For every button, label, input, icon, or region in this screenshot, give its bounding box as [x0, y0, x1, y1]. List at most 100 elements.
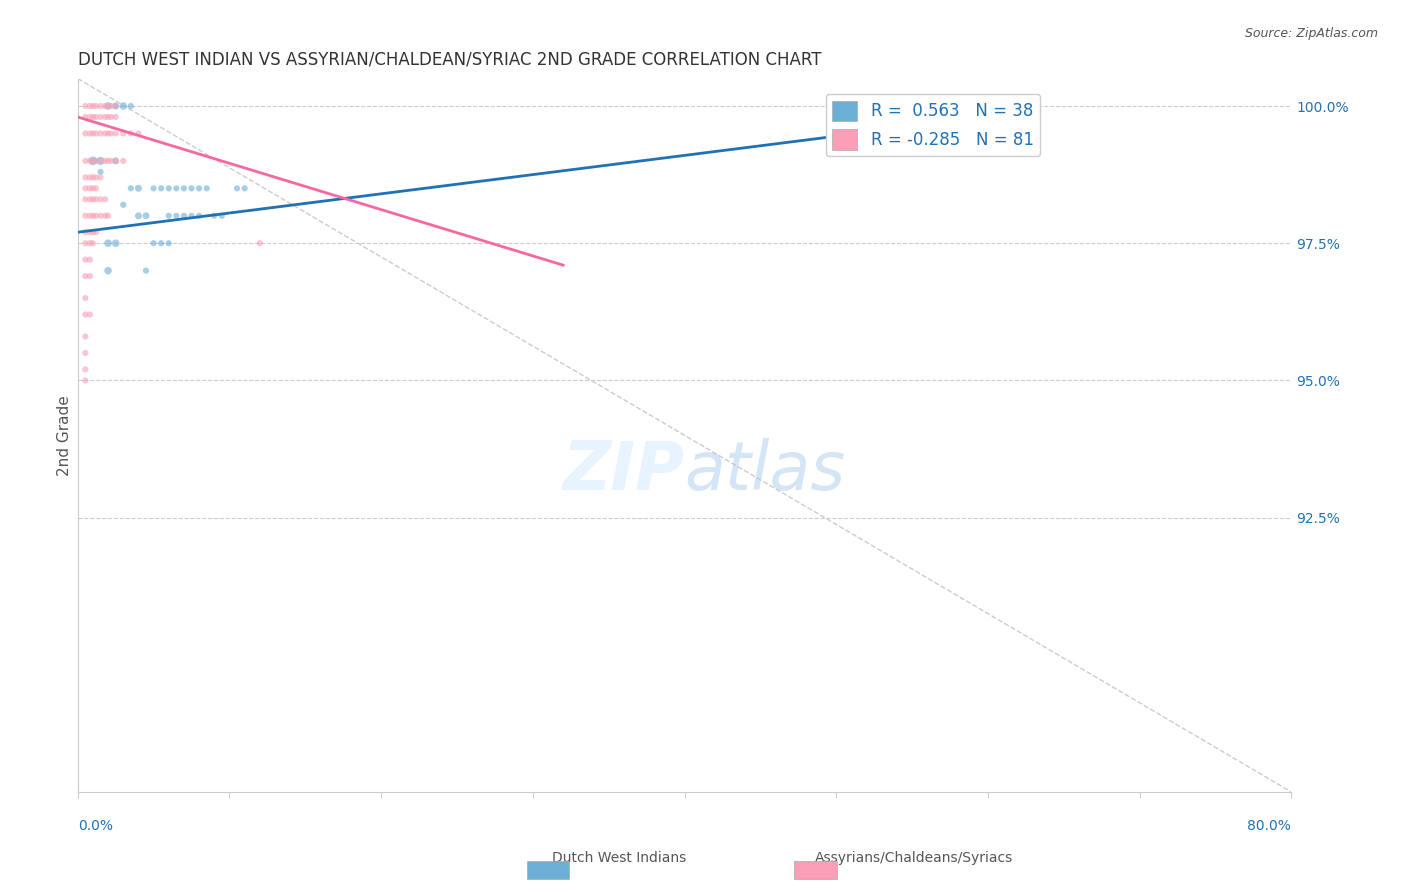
Point: [97, 153, 120, 168]
Point: [188, 181, 211, 195]
Point: [89, 165, 111, 179]
Point: [89, 153, 111, 168]
Point: [75, 181, 97, 195]
Point: [84, 209, 107, 223]
Point: [127, 181, 149, 195]
Point: [104, 153, 127, 168]
Point: [79, 209, 101, 223]
Point: [94, 127, 117, 141]
Point: [75, 209, 97, 223]
Text: ZIP: ZIP: [562, 438, 685, 504]
Point: [82, 225, 104, 239]
Point: [84, 181, 107, 195]
Point: [104, 127, 127, 141]
Point: [84, 153, 107, 168]
Point: [112, 198, 135, 212]
Text: 80.0%: 80.0%: [1247, 820, 1291, 833]
Point: [120, 181, 142, 195]
Point: [97, 127, 120, 141]
Point: [104, 99, 127, 113]
Point: [150, 181, 173, 195]
Point: [180, 209, 202, 223]
Point: [79, 153, 101, 168]
Point: [94, 209, 117, 223]
Point: [75, 127, 97, 141]
Point: [82, 99, 104, 113]
Point: [79, 170, 101, 185]
Point: [100, 110, 122, 124]
Point: [97, 236, 120, 251]
Point: [249, 236, 271, 251]
Point: [75, 225, 97, 239]
Point: [112, 127, 135, 141]
Point: [79, 127, 101, 141]
Point: [75, 329, 97, 343]
Point: [135, 263, 157, 277]
Point: [112, 153, 135, 168]
Point: [79, 269, 101, 284]
Point: [79, 236, 101, 251]
Point: [84, 170, 107, 185]
Point: [97, 99, 120, 113]
Point: [173, 181, 195, 195]
Point: [94, 110, 117, 124]
Point: [82, 127, 104, 141]
Point: [127, 209, 149, 223]
Point: [233, 181, 256, 195]
Point: [97, 263, 120, 277]
Point: [94, 192, 117, 206]
Point: [84, 99, 107, 113]
Text: atlas: atlas: [685, 438, 845, 504]
Text: Dutch West Indians: Dutch West Indians: [551, 851, 686, 865]
Point: [82, 170, 104, 185]
Point: [226, 181, 249, 195]
Point: [82, 236, 104, 251]
Text: Source: ZipAtlas.com: Source: ZipAtlas.com: [1244, 27, 1378, 40]
Point: [79, 192, 101, 206]
Point: [180, 181, 202, 195]
Point: [100, 153, 122, 168]
Point: [89, 192, 111, 206]
Point: [82, 153, 104, 168]
Point: [157, 209, 180, 223]
Point: [75, 110, 97, 124]
Point: [75, 252, 97, 267]
Point: [82, 192, 104, 206]
Point: [89, 170, 111, 185]
Point: [75, 170, 97, 185]
Point: [75, 346, 97, 360]
Point: [75, 373, 97, 387]
Point: [75, 236, 97, 251]
Point: [104, 153, 127, 168]
Point: [84, 110, 107, 124]
Point: [79, 99, 101, 113]
Point: [195, 181, 218, 195]
Point: [79, 181, 101, 195]
Point: [75, 269, 97, 284]
Point: [120, 99, 142, 113]
Point: [135, 209, 157, 223]
Point: [79, 252, 101, 267]
Legend: R =  0.563   N = 38, R = -0.285   N = 81: R = 0.563 N = 38, R = -0.285 N = 81: [825, 94, 1040, 156]
Point: [142, 181, 165, 195]
Text: DUTCH WEST INDIAN VS ASSYRIAN/CHALDEAN/SYRIAC 2ND GRADE CORRELATION CHART: DUTCH WEST INDIAN VS ASSYRIAN/CHALDEAN/S…: [77, 51, 821, 69]
Point: [104, 110, 127, 124]
Point: [82, 153, 104, 168]
Text: 0.0%: 0.0%: [77, 820, 112, 833]
Point: [104, 99, 127, 113]
Point: [75, 308, 97, 322]
Point: [75, 291, 97, 305]
Point: [104, 236, 127, 251]
Point: [112, 99, 135, 113]
Point: [82, 181, 104, 195]
Point: [202, 209, 225, 223]
Point: [89, 110, 111, 124]
Point: [157, 181, 180, 195]
Point: [127, 127, 149, 141]
Y-axis label: 2nd Grade: 2nd Grade: [58, 395, 72, 475]
Point: [211, 209, 233, 223]
Point: [79, 225, 101, 239]
Point: [142, 236, 165, 251]
Point: [79, 110, 101, 124]
Point: [89, 127, 111, 141]
